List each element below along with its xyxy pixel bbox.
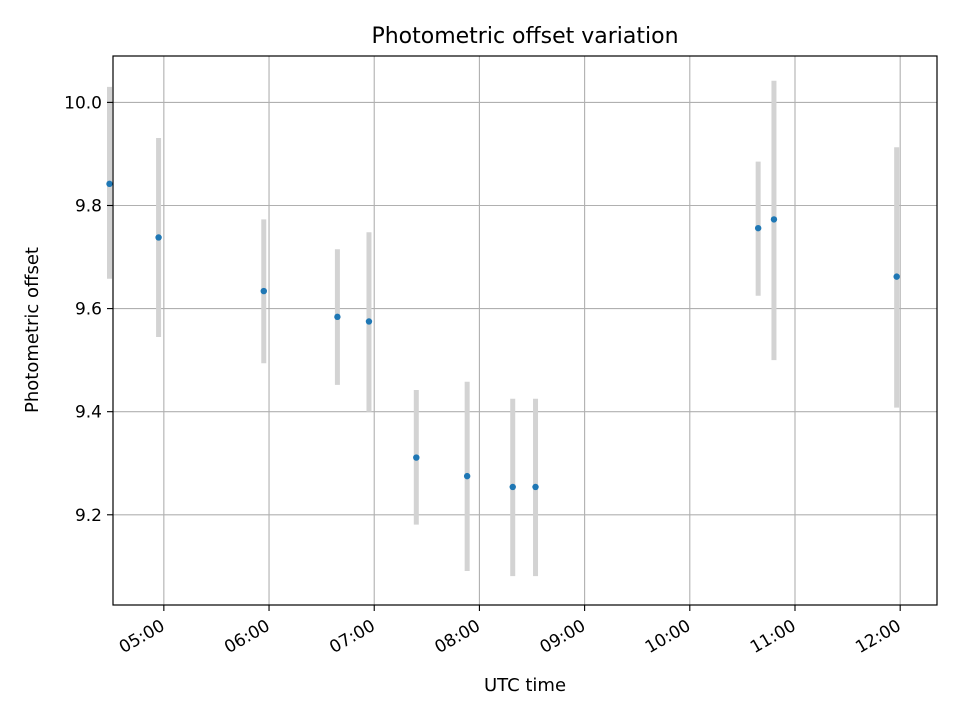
data-point (463, 472, 471, 480)
data-points (106, 180, 900, 491)
data-point (155, 234, 162, 241)
data-point (893, 273, 900, 280)
data-point (334, 313, 341, 321)
data-point (260, 287, 267, 295)
y-tick-label: 10.0 (64, 93, 102, 113)
plot-area-background (113, 56, 937, 605)
data-point (365, 318, 373, 325)
y-tick-label: 9.2 (75, 506, 102, 526)
y-axis-ticks: 9.2 9.4 9.6 9.8 10.0 (64, 93, 113, 526)
data-point (509, 483, 516, 491)
chart-title: Photometric offset variation (371, 24, 678, 49)
y-tick-label: 9.4 (75, 403, 102, 423)
data-point (754, 224, 762, 232)
data-point (413, 454, 420, 461)
x-axis-label: UTC time (484, 675, 566, 696)
y-tick-label: 9.6 (75, 300, 102, 320)
data-point (532, 483, 539, 491)
y-tick-label: 9.8 (75, 196, 102, 216)
data-point (770, 216, 778, 223)
y-axis-label: Photometric offset (22, 247, 43, 413)
data-point (106, 180, 113, 188)
grid (113, 56, 937, 605)
plot-frame (112, 55, 938, 606)
